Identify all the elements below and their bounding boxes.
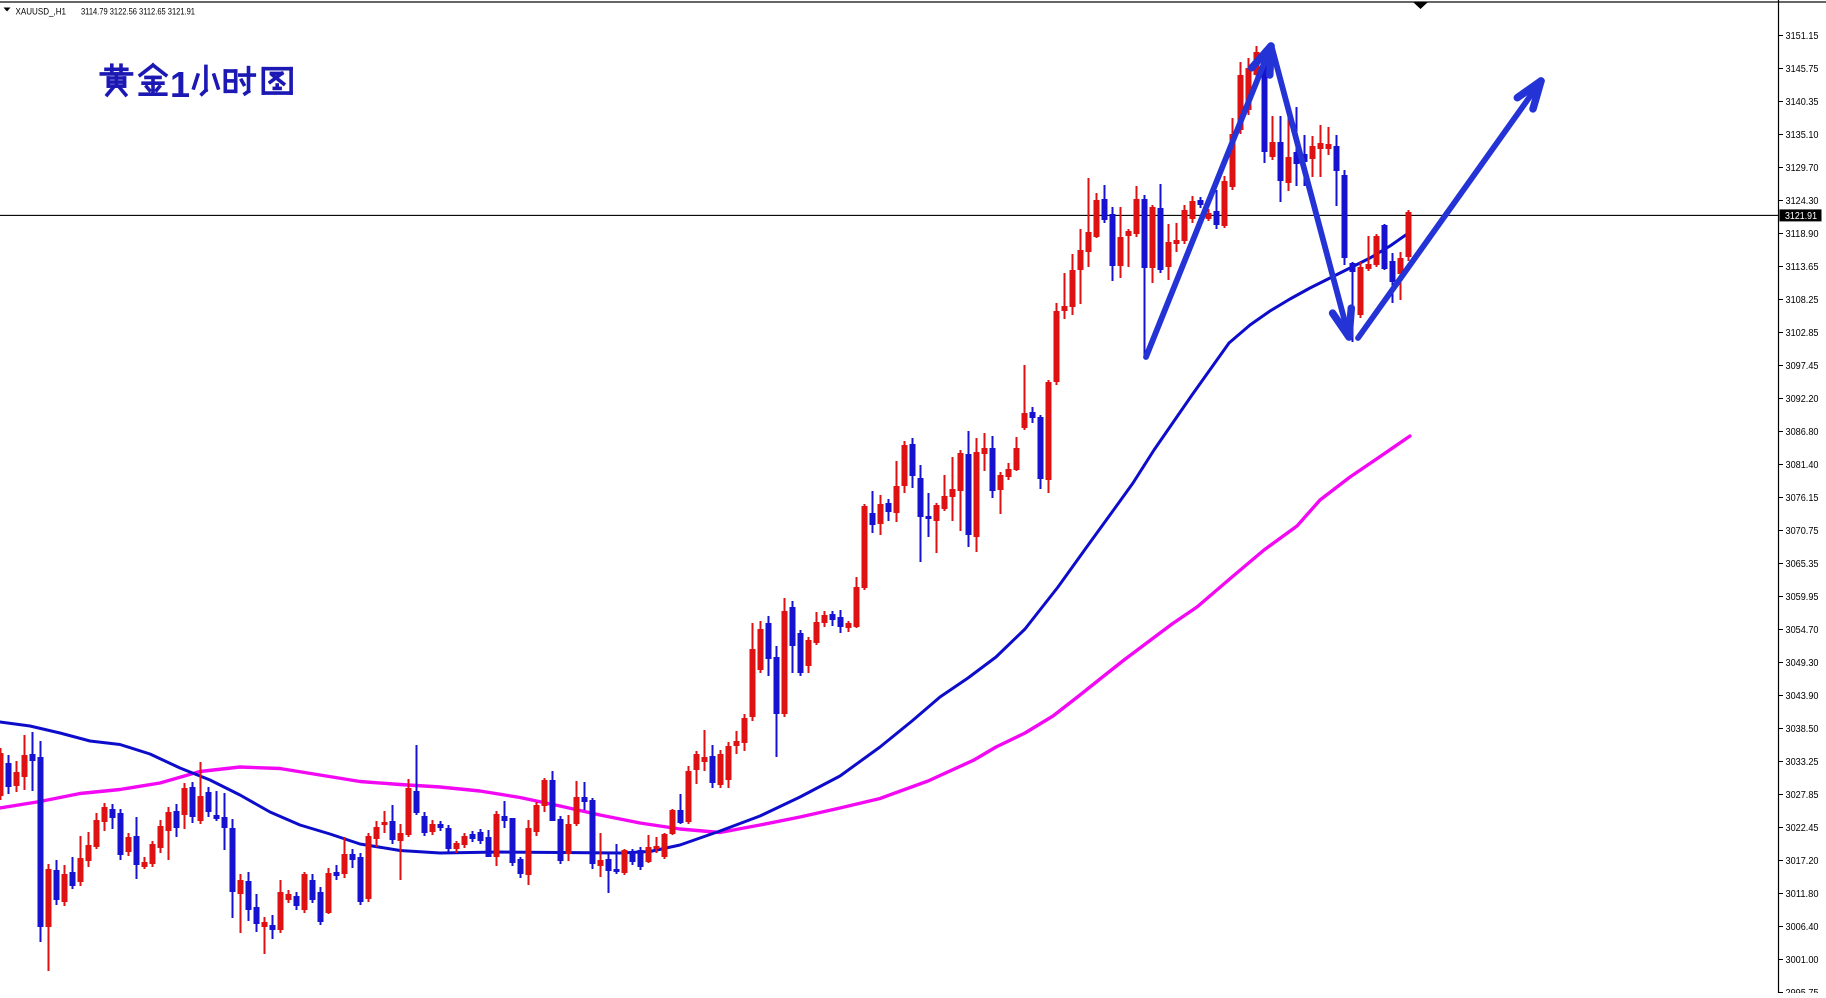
svg-text:3086.80: 3086.80 (1786, 427, 1819, 438)
svg-text:3097.45: 3097.45 (1786, 361, 1819, 372)
svg-text:2995.75: 2995.75 (1786, 988, 1819, 993)
svg-text:3033.25: 3033.25 (1786, 757, 1819, 768)
svg-text:3076.15: 3076.15 (1786, 493, 1819, 504)
svg-text:3124.30: 3124.30 (1786, 196, 1819, 207)
svg-text:3102.85: 3102.85 (1786, 328, 1819, 339)
svg-text:3006.40: 3006.40 (1786, 922, 1819, 933)
svg-text:3001.00: 3001.00 (1786, 955, 1819, 966)
svg-text:3049.30: 3049.30 (1786, 658, 1819, 669)
svg-text:3043.90: 3043.90 (1786, 691, 1819, 702)
svg-text:3151.15: 3151.15 (1786, 31, 1819, 42)
svg-text:3114.79 3122.56 3112.65 3121.9: 3114.79 3122.56 3112.65 3121.91 (81, 7, 195, 18)
svg-text:3081.40: 3081.40 (1786, 460, 1819, 471)
svg-text:3140.35: 3140.35 (1786, 97, 1819, 108)
svg-text:3017.20: 3017.20 (1786, 856, 1819, 867)
svg-text:3038.50: 3038.50 (1786, 724, 1819, 735)
svg-text:3092.20: 3092.20 (1786, 394, 1819, 405)
svg-text:1: 1 (170, 64, 190, 105)
svg-text:3065.35: 3065.35 (1786, 559, 1819, 570)
svg-text:3135.10: 3135.10 (1786, 130, 1819, 141)
svg-text:3070.75: 3070.75 (1786, 526, 1819, 537)
svg-text:3118.90: 3118.90 (1786, 229, 1819, 240)
svg-text:3145.75: 3145.75 (1786, 64, 1819, 75)
svg-text:XAUUSD_,H1: XAUUSD_,H1 (16, 7, 67, 18)
svg-text:3022.45: 3022.45 (1786, 823, 1819, 834)
svg-text:3129.70: 3129.70 (1786, 163, 1819, 174)
svg-text:3027.85: 3027.85 (1786, 790, 1819, 801)
svg-text:3121.91: 3121.91 (1785, 211, 1817, 222)
svg-text:3011.80: 3011.80 (1786, 889, 1819, 900)
svg-text:3108.25: 3108.25 (1786, 295, 1819, 306)
svg-text:3113.65: 3113.65 (1786, 262, 1819, 273)
svg-text:3054.70: 3054.70 (1786, 625, 1819, 636)
svg-text:3059.95: 3059.95 (1786, 592, 1819, 603)
